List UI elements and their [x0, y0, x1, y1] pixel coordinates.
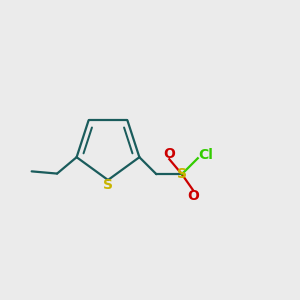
- Text: S: S: [103, 178, 113, 192]
- Text: S: S: [177, 167, 187, 181]
- Text: O: O: [164, 147, 175, 161]
- Text: O: O: [187, 188, 199, 203]
- Text: Cl: Cl: [198, 148, 213, 162]
